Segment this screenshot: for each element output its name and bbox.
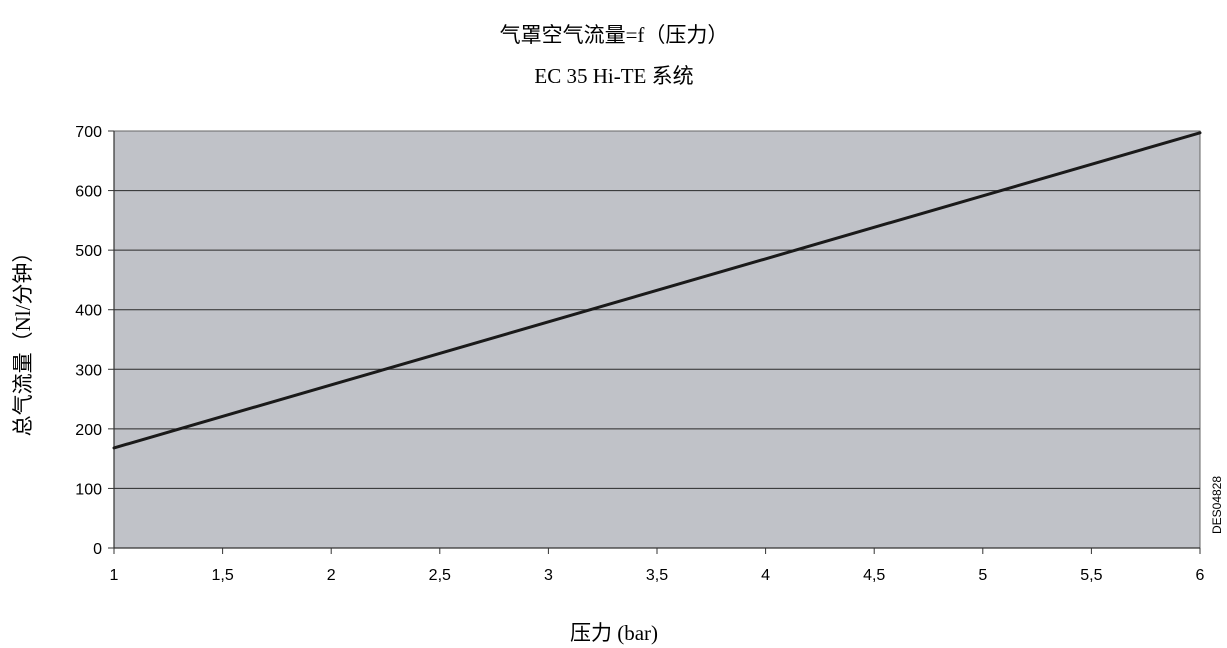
x-tick-label: 5 bbox=[978, 567, 987, 584]
x-tick-label: 4,5 bbox=[863, 567, 885, 584]
gridlines bbox=[114, 190, 1200, 489]
y-tick-label: 100 bbox=[75, 481, 102, 498]
y-tick-label: 300 bbox=[75, 362, 102, 379]
plot-area bbox=[113, 130, 1201, 549]
y-tick-label: 200 bbox=[75, 422, 102, 439]
x-tick-label: 1,5 bbox=[211, 567, 233, 584]
x-axis-ticks: 1 1,5 2 2,5 3 3,5 4 4,5 5 5,5 6 bbox=[110, 548, 1205, 584]
y-tick-label: 500 bbox=[75, 243, 102, 260]
figure-code-annotation: DES04828 bbox=[1210, 476, 1224, 534]
x-tick-label: 1 bbox=[110, 567, 119, 584]
x-tick-label: 5,5 bbox=[1080, 567, 1102, 584]
chart-subtitle: EC 35 Hi-TE 系统 bbox=[534, 64, 693, 88]
y-axis-ticks: 0 100 200 300 400 500 600 700 bbox=[75, 124, 114, 558]
x-axis-title: 压力 (bar) bbox=[570, 621, 658, 645]
x-tick-label: 6 bbox=[1196, 567, 1205, 584]
y-axis-title: 总气流量（Nl/分钟） bbox=[11, 242, 35, 437]
series-group bbox=[112, 131, 1202, 450]
series-line bbox=[112, 131, 1202, 450]
y-tick-label: 700 bbox=[75, 124, 102, 141]
x-tick-label: 3 bbox=[544, 567, 553, 584]
y-tick-label: 0 bbox=[93, 541, 102, 558]
y-tick-label: 400 bbox=[75, 303, 102, 320]
x-tick-label: 2,5 bbox=[429, 567, 451, 584]
x-tick-label: 2 bbox=[327, 567, 336, 584]
chart-title: 气罩空气流量=f（压力） bbox=[500, 23, 729, 47]
y-tick-label: 600 bbox=[75, 184, 102, 201]
x-tick-label: 3,5 bbox=[646, 567, 668, 584]
x-tick-label: 4 bbox=[761, 567, 770, 584]
